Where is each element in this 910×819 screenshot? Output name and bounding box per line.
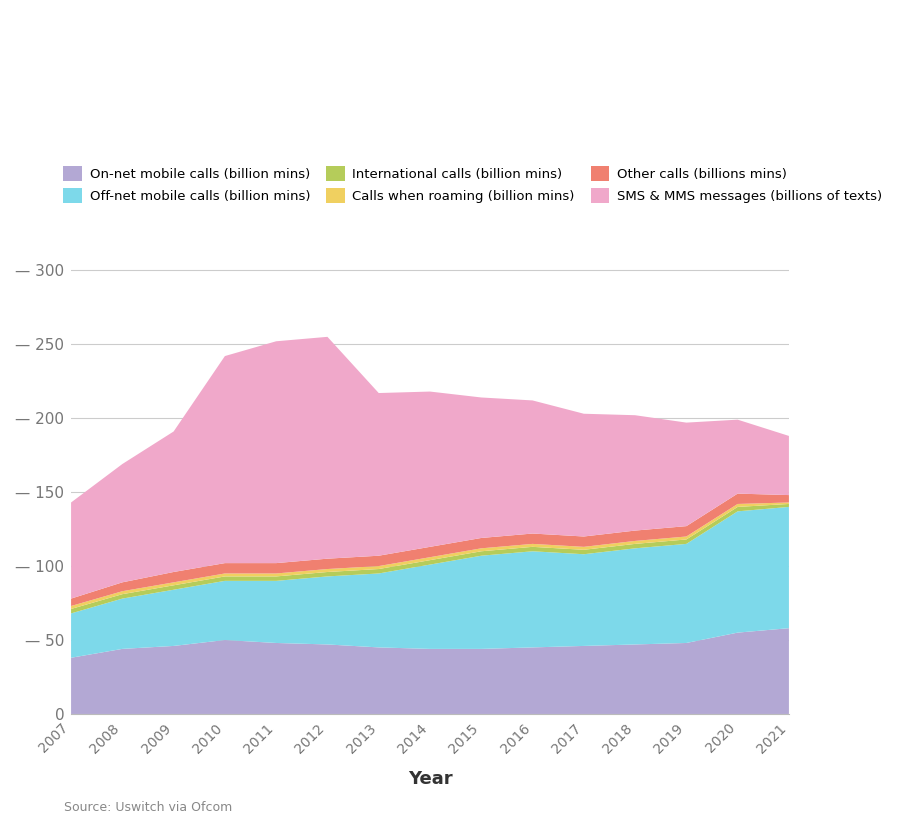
Legend: On-net mobile calls (billion mins), Off-net mobile calls (billion mins), Interna: On-net mobile calls (billion mins), Off-… bbox=[64, 165, 882, 203]
Text: Source: Uswitch via Ofcom: Source: Uswitch via Ofcom bbox=[64, 801, 232, 814]
X-axis label: Year: Year bbox=[408, 770, 452, 788]
